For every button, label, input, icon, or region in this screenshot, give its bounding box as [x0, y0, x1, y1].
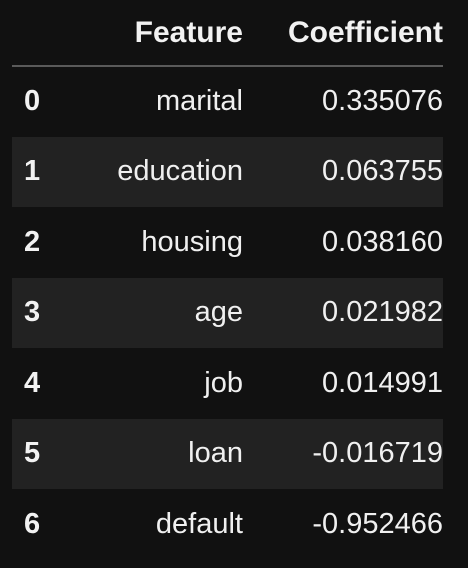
table-row: 3 age 0.021982 — [12, 277, 443, 348]
feature-cell: loan — [188, 437, 243, 470]
table-row: 5 loan -0.016719 — [12, 418, 443, 489]
table-row: 6 default -0.952466 — [12, 489, 443, 560]
row-index: 3 — [24, 296, 41, 329]
row-index: 1 — [24, 155, 41, 188]
header-row: Feature Coefficient — [12, 0, 443, 67]
table-header: Feature Coefficient — [12, 0, 443, 67]
feature-cell: marital — [155, 85, 243, 118]
row-index: 0 — [24, 85, 41, 118]
coefficient-cell: 0.038160 — [322, 225, 443, 258]
row-index: 6 — [24, 507, 41, 540]
row-index: 4 — [24, 366, 41, 399]
table-row: 1 education 0.063755 — [12, 136, 443, 207]
row-index: 2 — [24, 225, 41, 258]
feature-cell: housing — [141, 225, 243, 258]
table-row: 2 housing 0.038160 — [12, 207, 443, 278]
coefficient-cell: 0.021982 — [322, 296, 443, 329]
coefficient-cell: 0.063755 — [322, 155, 443, 188]
coefficient-cell: 0.014991 — [322, 366, 443, 399]
header-index — [12, 0, 68, 67]
row-index: 5 — [24, 437, 41, 470]
feature-cell: default — [155, 507, 243, 540]
coefficient-cell: 0.335076 — [322, 85, 443, 118]
header-feature: Feature — [68, 0, 243, 67]
coefficient-table: Feature Coefficient 0 marital 0.335076 1… — [12, 0, 443, 560]
table-body: 0 marital 0.335076 1 education 0.063755 … — [12, 66, 443, 560]
table-row: 4 job 0.014991 — [12, 348, 443, 419]
coefficient-cell: -0.952466 — [312, 507, 443, 540]
feature-cell: job — [204, 366, 243, 399]
table-row: 0 marital 0.335076 — [12, 66, 443, 137]
feature-cell: age — [194, 296, 243, 329]
feature-cell: education — [117, 155, 243, 188]
header-coefficient: Coefficient — [243, 0, 443, 67]
coefficient-cell: -0.016719 — [312, 437, 443, 470]
